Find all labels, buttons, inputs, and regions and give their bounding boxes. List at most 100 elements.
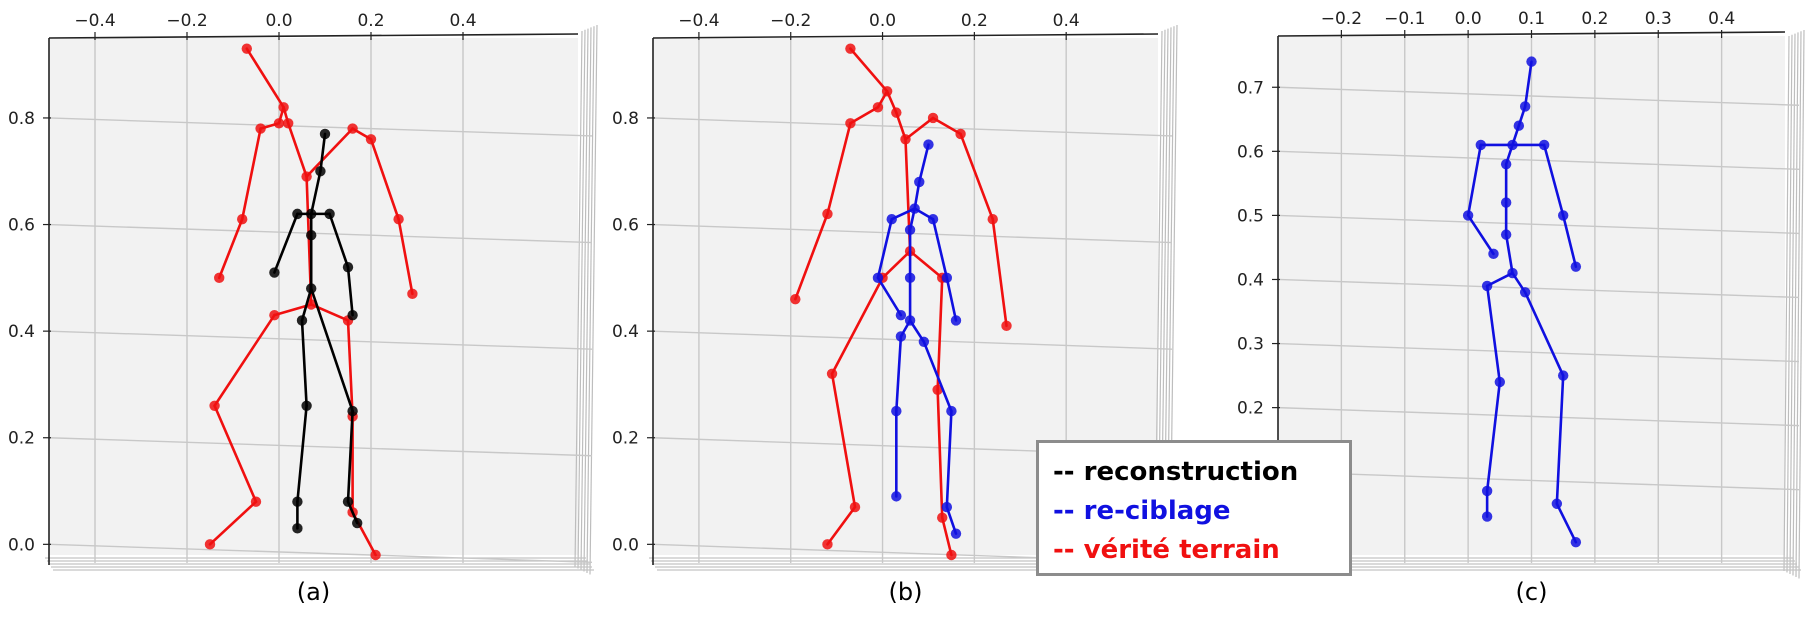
pane-edge-line: [1786, 34, 1793, 573]
bone: [904, 116, 935, 141]
joint-point: [269, 309, 280, 321]
y-tick-label: 0.4: [8, 322, 35, 342]
bone: [876, 276, 903, 317]
bone: [213, 313, 276, 408]
joint-point: [900, 134, 911, 145]
joint-point: [1500, 197, 1512, 208]
y-tick-label: 0.0: [8, 535, 35, 555]
x-tick-label: 0.4: [1708, 9, 1735, 29]
bone: [217, 217, 244, 280]
bone: [213, 404, 258, 504]
pane-edge-line: [1795, 31, 1802, 578]
bone: [826, 121, 852, 216]
joint-point: [1570, 261, 1582, 272]
joint-point: [315, 166, 326, 177]
bone: [1542, 143, 1565, 217]
joint-point: [237, 214, 248, 225]
bone: [826, 505, 857, 546]
bone: [305, 127, 354, 178]
pane-edge-line: [1792, 32, 1799, 576]
y-tick-label: 0.8: [612, 109, 639, 129]
joint-point: [918, 336, 930, 348]
bone: [1466, 143, 1483, 217]
joint-point: [1475, 139, 1487, 151]
joint-point: [214, 272, 225, 284]
joint-point: [1538, 139, 1550, 151]
bone: [1523, 60, 1533, 108]
bone: [346, 319, 354, 418]
joint-point: [822, 539, 833, 550]
x-tick-label: −0.2: [166, 11, 207, 31]
joint-point: [292, 523, 303, 534]
y-tick-label: 0.8: [8, 109, 35, 129]
joint-point: [909, 203, 920, 214]
joint-point: [1557, 210, 1569, 221]
bone: [300, 319, 308, 408]
y-tick-label: 0.4: [1237, 270, 1264, 290]
y-gridline: [1277, 214, 1800, 235]
joint-point: [904, 272, 916, 284]
bone: [300, 287, 313, 322]
bone: [1555, 502, 1578, 544]
joint-point: [319, 128, 331, 140]
bone: [922, 340, 953, 413]
joint-point: [845, 118, 856, 129]
y-gridline: [1277, 86, 1800, 106]
y-gridline: [1277, 150, 1800, 171]
joint-point: [941, 501, 953, 513]
joint-point: [1001, 320, 1012, 332]
bone: [328, 212, 350, 269]
y-tick-label: 0.5: [1237, 206, 1264, 226]
joint-point: [946, 549, 957, 561]
bone: [917, 143, 930, 184]
panel-caption: (a): [297, 578, 330, 606]
joint-point: [347, 123, 358, 134]
bone: [830, 276, 884, 376]
bone: [895, 335, 903, 413]
joint-point: [347, 309, 358, 321]
joint-point: [1494, 376, 1506, 388]
panel-caption: (c): [1516, 578, 1548, 606]
y-tick-label: 0.4: [612, 322, 639, 342]
bone: [245, 47, 285, 109]
series-0: [790, 43, 1012, 561]
y-gridline: [652, 117, 1173, 137]
joint-point: [927, 214, 939, 225]
joint-point: [1557, 370, 1569, 381]
bone: [936, 388, 944, 519]
bone: [849, 47, 889, 93]
bone: [940, 516, 953, 557]
joint-point: [790, 293, 801, 305]
joint-point: [342, 496, 354, 507]
joint-point: [881, 86, 893, 97]
pane-edge-line: [574, 30, 583, 568]
joint-point: [209, 400, 220, 411]
joint-point: [895, 309, 907, 321]
legend-entry-verite-terrain: -- vérité terrain: [1053, 535, 1280, 565]
joint-point: [845, 43, 856, 54]
joint-point: [822, 208, 833, 220]
pane-edge-line: [586, 26, 595, 574]
joint-point: [891, 491, 902, 502]
joint-point: [826, 368, 838, 379]
panel-caption: (b): [889, 578, 923, 606]
bone: [991, 217, 1008, 328]
joint-point: [1500, 229, 1512, 240]
pane-edge-line: [577, 29, 586, 569]
joint-point: [1488, 248, 1499, 260]
y-tick-label: 0.6: [1237, 142, 1264, 162]
joint-point: [946, 405, 957, 417]
y-gridline: [48, 437, 593, 457]
joint-point: [306, 208, 317, 220]
legend-entry-re-ciblage: -- re-ciblage: [1053, 496, 1231, 526]
top-axis: [652, 33, 1159, 39]
x-tick-label: 0.0: [265, 11, 292, 31]
joint-point: [950, 528, 962, 539]
joint-point: [342, 261, 354, 273]
joint-point: [306, 230, 317, 241]
panel-a: −0.4 −0.2 0.0 0.2 0.4 0.0 0.2 0.4 0.6 0.8 (a): [8, 11, 598, 606]
joint-point: [932, 384, 943, 395]
joint-point: [927, 112, 939, 124]
y-tick-label: 0.2: [1237, 399, 1264, 419]
